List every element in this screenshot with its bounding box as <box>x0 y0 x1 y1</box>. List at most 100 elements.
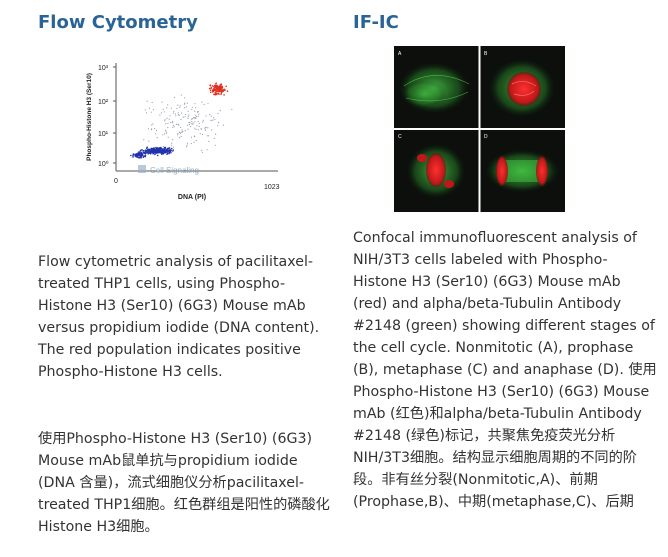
scatter-point <box>180 94 182 96</box>
scatter-point <box>180 126 182 128</box>
flow-caption-en: Flow cytometric analysis of pacilitaxel-… <box>38 254 320 380</box>
scatter-point <box>177 134 179 136</box>
scatter-points <box>130 82 233 159</box>
scatter-point <box>165 149 167 152</box>
scatter-point <box>218 89 220 92</box>
scatter-point <box>173 110 175 112</box>
scatter-point <box>180 112 183 114</box>
scatter-point <box>180 118 182 121</box>
scatter-point <box>194 127 196 129</box>
scatter-point <box>217 125 219 127</box>
scatter-point <box>198 122 200 124</box>
scatter-point <box>146 146 148 148</box>
scatter-point <box>206 149 208 151</box>
scatter-point <box>132 156 134 158</box>
scatter-point <box>204 128 206 130</box>
scatter-point <box>138 152 141 155</box>
scatter-point <box>151 124 153 126</box>
scatter-point <box>194 116 196 119</box>
if-ic-caption: Confocal immunofluorescent analysis of N… <box>353 230 657 510</box>
scatter-point <box>223 94 225 96</box>
scatter-point <box>158 151 160 153</box>
scatter-point <box>152 152 155 154</box>
scatter-point <box>190 126 192 128</box>
panel-label: A <box>398 51 402 57</box>
scatter-point <box>217 112 219 115</box>
panel-d: D <box>484 134 560 193</box>
scatter-point <box>173 96 176 99</box>
scatter-point <box>174 113 176 115</box>
scatter-point <box>187 110 189 112</box>
scatter-point <box>146 100 148 102</box>
scatter-point <box>184 130 186 132</box>
scatter-point <box>218 86 220 89</box>
scatter-point <box>147 150 150 153</box>
scatter-point <box>143 151 145 154</box>
scatter-point <box>201 151 204 153</box>
scatter-point <box>139 155 142 158</box>
scatter-point <box>177 104 179 106</box>
scatter-point <box>167 122 169 125</box>
scatter-point <box>130 154 132 157</box>
scatter-point <box>214 144 216 146</box>
scatter-point <box>176 107 178 110</box>
scatter-point <box>172 124 174 126</box>
scatter-point <box>154 153 156 156</box>
scatter-point <box>223 88 226 91</box>
scatter-point <box>148 107 150 109</box>
scatter-point <box>177 123 179 125</box>
scatter-point <box>163 149 165 152</box>
scatter-point <box>188 114 190 116</box>
scatter-point <box>181 131 183 133</box>
scatter-point <box>152 150 155 152</box>
scatter-point <box>163 146 166 149</box>
scatter-point <box>169 115 171 117</box>
scatter-point <box>193 135 195 137</box>
scatter-point <box>197 129 199 131</box>
scatter-point <box>205 126 207 128</box>
scatter-point <box>188 122 190 124</box>
scatter-point <box>149 152 152 155</box>
scatter-point <box>150 129 153 131</box>
scatter-point <box>200 128 202 130</box>
scatter-point <box>148 140 150 142</box>
scatter-point <box>138 154 140 157</box>
scatter-point <box>164 129 167 131</box>
scatter-point <box>134 153 136 156</box>
scatter-point <box>152 123 154 125</box>
flow-cytometry-heading: Flow Cytometry <box>38 12 198 33</box>
scatter-point <box>211 85 214 87</box>
scatter-point <box>197 115 199 117</box>
scatter-point <box>197 120 199 122</box>
scatter-point <box>212 119 214 121</box>
panel-c: C <box>398 134 466 199</box>
scatter-point <box>210 86 212 89</box>
scatter-point <box>140 151 143 154</box>
scatter-point <box>147 152 149 155</box>
scatter-point <box>160 149 163 152</box>
scatter-point <box>150 111 152 113</box>
scatter-point <box>166 117 168 119</box>
scatter-point <box>170 151 172 154</box>
scatter-point <box>214 93 216 95</box>
scatter-point <box>198 125 200 128</box>
scatter-point <box>138 151 140 153</box>
scatter-point <box>217 92 220 95</box>
x-axis-title: DNA (PI) <box>178 194 206 201</box>
scatter-point <box>195 139 197 142</box>
scatter-point <box>194 103 196 105</box>
scatter-point <box>166 148 168 151</box>
y-tick-label: 10³ <box>98 65 109 72</box>
scatter-point <box>168 118 170 120</box>
scatter-point <box>195 107 197 109</box>
scatter-point <box>213 87 215 90</box>
scatter-point <box>175 123 178 125</box>
scatter-point <box>192 122 194 124</box>
scatter-point <box>155 129 158 132</box>
scatter-point <box>186 144 188 146</box>
scatter-point <box>226 90 229 92</box>
scatter-point <box>220 91 223 93</box>
scatter-point <box>213 89 215 91</box>
scatter-point <box>188 123 190 126</box>
scatter-point <box>172 146 175 148</box>
